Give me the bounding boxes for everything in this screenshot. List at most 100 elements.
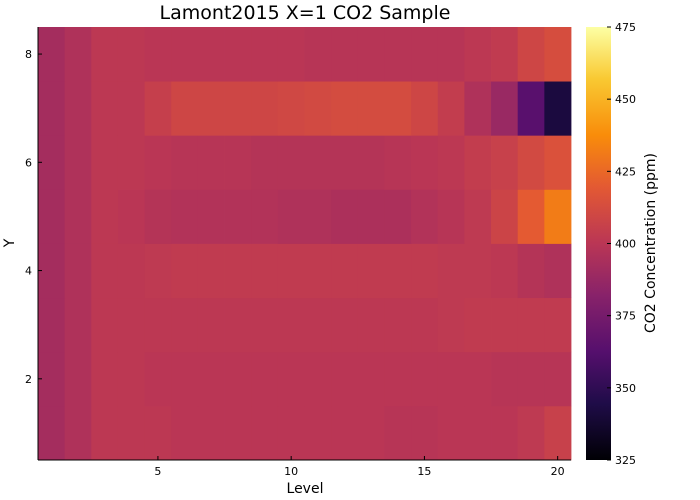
heatmap-cell [544, 243, 572, 299]
heatmap-cell [224, 243, 252, 299]
heatmap-cell [277, 405, 305, 461]
heatmap-cell [491, 27, 519, 82]
heatmap-cell [384, 243, 412, 299]
heatmap-cell [437, 243, 465, 299]
y-tick-label: 6 [25, 156, 32, 169]
heatmap-cell [117, 81, 145, 136]
colorbar-tick-label: 375 [615, 310, 636, 323]
heatmap-cell [224, 297, 252, 353]
heatmap-cell [331, 405, 359, 461]
y-tick-label: 4 [25, 265, 32, 278]
heatmap-cell [144, 27, 172, 82]
heatmap-cell [384, 27, 412, 82]
heatmap-cell [117, 27, 145, 82]
heatmap-cell [437, 405, 465, 461]
heatmap-cell [38, 405, 66, 461]
heatmap-cell [171, 405, 199, 461]
heatmap-cell [277, 351, 305, 407]
heatmap-cell [38, 27, 66, 82]
heatmap-cell [437, 297, 465, 353]
heatmap-cell [544, 189, 572, 244]
heatmap-cell [357, 27, 385, 82]
heatmap-cell [411, 81, 439, 136]
heatmap-cell [331, 81, 359, 136]
heatmap-cell [251, 405, 279, 461]
heatmap-cell [437, 135, 465, 190]
heatmap-cell [38, 81, 66, 136]
heatmap-cell [357, 81, 385, 136]
colorbar-tick-label: 350 [615, 382, 636, 395]
heatmap-cell [384, 405, 412, 461]
heatmap-cell [91, 189, 119, 244]
heatmap-cell [517, 351, 545, 407]
heatmap-cell [464, 405, 492, 461]
heatmap-cell [224, 27, 252, 82]
heatmap-cell [171, 243, 199, 299]
heatmap-cell [197, 297, 225, 353]
heatmap-cell [464, 243, 492, 299]
heatmap-cell [144, 243, 172, 299]
heatmap-cell [251, 351, 279, 407]
heatmap-cell [197, 135, 225, 190]
heatmap-cell [491, 189, 519, 244]
heatmap-cell [197, 243, 225, 299]
y-tick-label: 2 [25, 373, 32, 386]
heatmap-cell [411, 351, 439, 407]
colorbar-title: CO2 Concentration (ppm) [643, 153, 659, 333]
heatmap-cells [38, 27, 572, 461]
x-tick-label: 5 [154, 465, 161, 478]
heatmap-cell [117, 189, 145, 244]
heatmap-cell [464, 135, 492, 190]
heatmap-cell [437, 27, 465, 82]
heatmap-cell [517, 27, 545, 82]
heatmap-cell [277, 189, 305, 244]
heatmap-cell [64, 135, 92, 190]
heatmap-cell [38, 243, 66, 299]
colorbar: 325 350 375 400 425 450 475 [586, 21, 636, 467]
y-axis-ticks: 2 4 6 8 [25, 48, 42, 386]
heatmap-cell [171, 297, 199, 353]
heatmap-cell [331, 243, 359, 299]
heatmap-cell [144, 135, 172, 190]
heatmap-cell [117, 351, 145, 407]
heatmap-cell [517, 243, 545, 299]
heatmap-cell [464, 297, 492, 353]
heatmap-cell [197, 189, 225, 244]
heatmap-cell [224, 135, 252, 190]
heatmap-cell [224, 81, 252, 136]
heatmap-cell [491, 81, 519, 136]
heatmap-cell [304, 135, 332, 190]
heatmap-cell [171, 135, 199, 190]
heatmap-cell [251, 189, 279, 244]
heatmap-cell [491, 135, 519, 190]
heatmap-cell [384, 135, 412, 190]
heatmap-cell [411, 189, 439, 244]
heatmap-cell [64, 27, 92, 82]
heatmap-cell [491, 405, 519, 461]
heatmap-cell [437, 189, 465, 244]
heatmap-cell [304, 297, 332, 353]
heatmap-cell [117, 135, 145, 190]
heatmap-cell [197, 351, 225, 407]
heatmap-cell [117, 405, 145, 461]
heatmap-cell [464, 27, 492, 82]
heatmap-cell [331, 351, 359, 407]
heatmap-cell [437, 351, 465, 407]
heatmap-cell [357, 135, 385, 190]
heatmap-cell [384, 81, 412, 136]
heatmap-cell [411, 135, 439, 190]
heatmap-cell [411, 27, 439, 82]
heatmap-cell [197, 27, 225, 82]
heatmap-cell [544, 405, 572, 461]
heatmap-cell [357, 405, 385, 461]
colorbar-tick-label: 475 [615, 21, 636, 34]
heatmap-cell [544, 351, 572, 407]
heatmap-cell [117, 243, 145, 299]
heatmap-cell [464, 81, 492, 136]
heatmap-cell [277, 243, 305, 299]
colorbar-tick-label: 425 [615, 165, 636, 178]
heatmap-cell [91, 135, 119, 190]
heatmap-cell [64, 81, 92, 136]
heatmap-cell [38, 351, 66, 407]
y-tick-label: 8 [25, 48, 32, 61]
